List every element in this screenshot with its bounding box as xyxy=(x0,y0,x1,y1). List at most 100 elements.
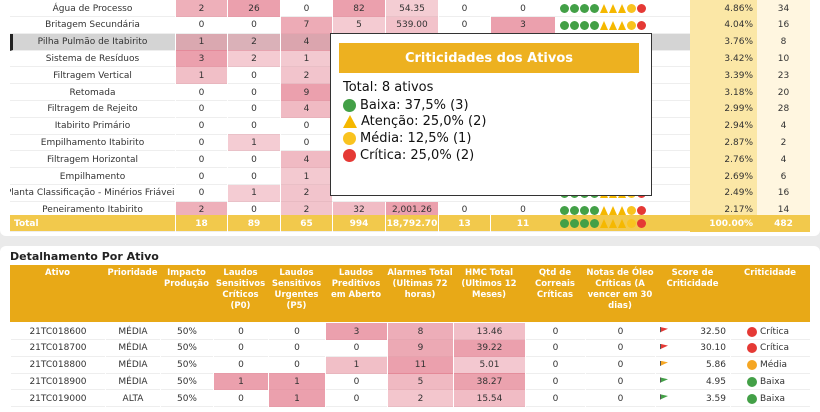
status-icon xyxy=(637,4,646,13)
row-name: Filtragem Vertical xyxy=(53,70,132,81)
row-bg xyxy=(10,185,810,202)
column-header: Laudos Sensitivos Urgentes (P5) xyxy=(271,268,322,311)
table-cell: 1 xyxy=(325,356,387,374)
count-cell: 10 xyxy=(757,50,810,68)
table-cell: MÉDIA xyxy=(105,339,160,357)
table-cell: 5 xyxy=(332,16,385,34)
status-icon xyxy=(580,219,589,228)
detail-panel: Detalhamento Por Ativo Ativo Prioridade Im… xyxy=(0,246,820,412)
cell-text: 4.95 xyxy=(705,376,726,387)
percent-cell: 2.94% xyxy=(690,117,757,135)
status-icon xyxy=(618,205,626,215)
table-cell: 3 xyxy=(490,16,555,34)
table-cell: 2 xyxy=(280,184,332,202)
status-icon xyxy=(600,20,608,30)
cell-text: Crítica xyxy=(760,326,789,337)
cell-text: Crítica xyxy=(760,343,789,354)
percent-cell: 2.76% xyxy=(690,151,757,169)
count-cell: 20 xyxy=(757,84,810,101)
table-cell: 3 xyxy=(175,50,227,68)
table-cell: 0 xyxy=(213,323,268,340)
table-cell: 0 xyxy=(438,0,490,17)
status-icon xyxy=(560,205,569,215)
row-name: Peneiramento Itabirito xyxy=(42,205,143,216)
status-icon xyxy=(627,4,636,13)
row-name: Empilhamento xyxy=(59,171,126,182)
table-cell: 994 xyxy=(332,215,385,232)
table-cell: 2 xyxy=(175,0,227,17)
row-name: Britagem Secundária xyxy=(45,20,140,31)
status-icon xyxy=(609,20,617,30)
row-name: Total xyxy=(14,218,39,229)
column-header: Criticidade xyxy=(744,268,796,278)
table-cell: 0 xyxy=(227,201,280,219)
table-cell: 0 xyxy=(438,16,490,34)
table-cell: 50% xyxy=(160,339,213,357)
count-cell: 14 xyxy=(757,201,810,219)
percent-cell: 4.86% xyxy=(690,0,757,17)
tooltip-icon xyxy=(343,148,356,162)
tooltip-item: Média: 12,5% (1) xyxy=(343,131,471,147)
status-icon xyxy=(747,376,757,387)
flag-icon xyxy=(660,327,668,333)
detail-title: Detalhamento Por Ativo xyxy=(10,250,159,263)
percent-cell: 3.39% xyxy=(690,67,757,85)
table-cell: 0 xyxy=(175,16,227,34)
table-cell: 0 xyxy=(268,356,325,374)
table-cell: 1 xyxy=(280,50,332,68)
table-cell: 0 xyxy=(227,168,280,185)
table-cell: 13 xyxy=(438,215,490,232)
tooltip-item: Baixa: 37,5% (3) xyxy=(343,97,469,113)
table-cell: 0 xyxy=(280,0,332,17)
table-cell: 54.35 xyxy=(385,0,438,17)
cell-text: 5.86 xyxy=(705,360,726,371)
table-cell: 0 xyxy=(525,373,585,391)
score-cell: 5.86 xyxy=(655,356,730,374)
criticality-icons xyxy=(560,215,688,232)
table-cell: 0 xyxy=(213,356,268,374)
table-cell: 1 xyxy=(268,373,325,391)
status-icon xyxy=(600,4,608,13)
status-icon xyxy=(618,219,626,228)
status-icon xyxy=(637,219,646,228)
table-cell: ALTA xyxy=(105,390,160,408)
table-cell: 9 xyxy=(387,339,453,357)
column-header: Laudos Sensitivos Críticos (P0) xyxy=(215,268,266,311)
flag-icon xyxy=(660,360,668,366)
status-icon xyxy=(618,4,626,13)
count-cell: 34 xyxy=(757,0,810,17)
table-cell: 50% xyxy=(160,356,213,374)
score-cell: 3.59 xyxy=(655,390,730,408)
status-icon xyxy=(580,20,589,30)
table-cell: 0 xyxy=(585,373,655,391)
table-cell: 1 xyxy=(268,390,325,408)
cell-text: 32.50 xyxy=(700,326,726,337)
table-cell: 0 xyxy=(525,390,585,408)
column-header: HMC Total (Ultimos 12 Meses) xyxy=(461,268,517,300)
table-cell: 1 xyxy=(227,184,280,202)
column-header: Impacto Produção xyxy=(163,268,209,289)
header-bg xyxy=(10,265,810,322)
status-icon xyxy=(627,205,636,215)
table-cell: 1 xyxy=(227,134,280,152)
table-cell: 539.00 xyxy=(385,16,438,34)
table-cell: 0 xyxy=(227,16,280,34)
table-cell: 0 xyxy=(175,117,227,135)
table-cell: 0 xyxy=(280,117,332,135)
cell-text: 30.10 xyxy=(700,343,726,354)
flag-icon xyxy=(660,377,668,383)
table-cell: 2 xyxy=(175,201,227,219)
status-icon xyxy=(609,205,617,215)
status-icon xyxy=(609,4,617,13)
table-cell: 21TC018800 xyxy=(10,356,105,374)
table-cell: 0 xyxy=(227,151,280,169)
table-cell: 89 xyxy=(227,215,280,232)
percent-cell: 2.17% xyxy=(690,201,757,219)
cell-text: 3.59 xyxy=(705,393,726,404)
tooltip-icon xyxy=(343,115,357,129)
table-cell: 8 xyxy=(387,323,453,340)
score-cell: 32.50 xyxy=(655,323,730,340)
status-icon xyxy=(580,4,589,13)
count-cell: 16 xyxy=(757,16,810,34)
